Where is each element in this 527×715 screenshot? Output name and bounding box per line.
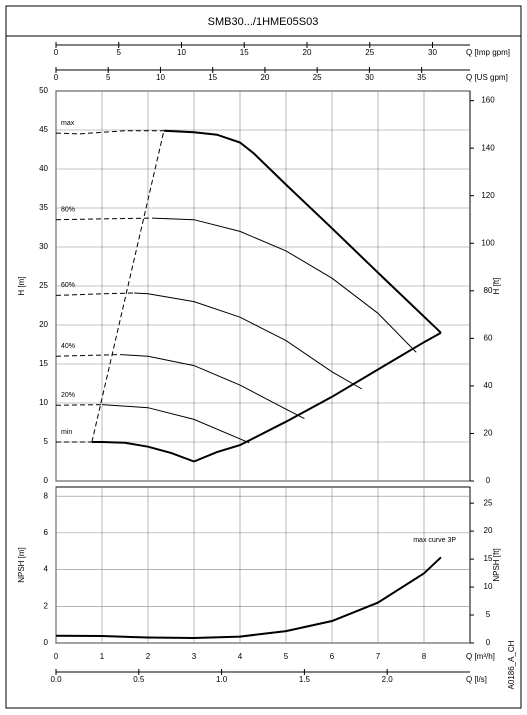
- y2-tick-label: 100: [481, 238, 495, 247]
- y2-tick-label: 0: [486, 638, 491, 647]
- curve: [55, 130, 165, 135]
- frame: [5, 5, 522, 709]
- y2-tick-label: 10: [484, 582, 493, 591]
- curve: [134, 292, 363, 390]
- curve-label: max curve 3P: [413, 537, 456, 544]
- curve: [164, 129, 442, 334]
- x-axis-label: Q [l/s]: [466, 675, 487, 684]
- x-tick-label: 0.5: [133, 675, 145, 684]
- y2-tick-label: 40: [484, 381, 493, 390]
- y2-tick-label: 20: [484, 429, 493, 438]
- x-tick-label: 7: [376, 652, 381, 661]
- y-tick-label: 6: [44, 528, 49, 537]
- curve: [55, 217, 153, 221]
- y-tick-label: 8: [44, 491, 49, 500]
- y-tick-label: 40: [39, 164, 48, 173]
- curve: [55, 556, 442, 640]
- x-tick-label: 1: [100, 652, 105, 661]
- y2-tick-label: 160: [481, 96, 495, 105]
- y-tick-label: 25: [39, 281, 48, 290]
- plot-frame: [55, 486, 471, 644]
- curve-label: 20%: [61, 392, 75, 399]
- x-tick-label: 25: [313, 73, 322, 82]
- x-tick-label: 1.0: [216, 675, 228, 684]
- x-tick-label: 0.0: [50, 675, 62, 684]
- curve: [55, 354, 121, 357]
- x-axis-label: Q [m³/h]: [466, 652, 495, 661]
- curve: [101, 404, 250, 444]
- y2-tick-label: 120: [481, 191, 495, 200]
- y-tick-label: 4: [44, 565, 49, 574]
- y-tick-label: 20: [39, 320, 48, 329]
- x-tick-label: 30: [428, 48, 437, 57]
- curve: [91, 441, 195, 463]
- y2-tick-label: 0: [486, 476, 491, 485]
- x-tick-label: 8: [422, 652, 427, 661]
- y2-tick-label: 80: [484, 286, 493, 295]
- x-tick-label: 20: [260, 73, 269, 82]
- curve: [91, 129, 165, 443]
- x-tick-label: 5: [117, 48, 122, 57]
- x-tick-label: 5: [284, 652, 289, 661]
- y-axis-label: H [m]: [17, 276, 26, 295]
- x-axis-label: Q [Imp gpm]: [466, 48, 510, 57]
- drawing-code: A0186_A_CH: [507, 640, 516, 689]
- curve: [55, 292, 135, 296]
- x-tick-label: 0: [54, 652, 59, 661]
- x-tick-label: 10: [156, 73, 165, 82]
- y2-tick-label: 25: [484, 498, 493, 507]
- x-tick-label: 5: [106, 73, 111, 82]
- y-tick-label: 5: [44, 437, 49, 446]
- x-tick-label: 0: [54, 73, 59, 82]
- y-tick-label: 15: [39, 359, 48, 368]
- y2-tick-label: 20: [484, 526, 493, 535]
- x-tick-label: 30: [365, 73, 374, 82]
- curve: [120, 354, 305, 420]
- y2-axis-label: H [ft]: [492, 278, 501, 295]
- y-tick-label: 45: [39, 125, 48, 134]
- y-tick-label: 0: [44, 638, 49, 647]
- curve-label: 40%: [61, 343, 75, 350]
- y2-axis-label: NPSH [ft]: [492, 548, 501, 581]
- curve: [152, 217, 417, 353]
- curve-label: max: [61, 120, 75, 127]
- x-tick-label: 20: [303, 48, 312, 57]
- x-tick-label: 6: [330, 652, 335, 661]
- y-tick-label: 30: [39, 242, 48, 251]
- x-tick-label: 4: [238, 652, 243, 661]
- x-tick-label: 35: [417, 73, 426, 82]
- x-tick-label: 15: [240, 48, 249, 57]
- curve: [55, 404, 103, 406]
- x-tick-label: 10: [177, 48, 186, 57]
- y2-tick-label: 140: [481, 143, 495, 152]
- y-tick-label: 0: [44, 476, 49, 485]
- x-tick-label: 2: [146, 652, 151, 661]
- y-tick-label: 2: [44, 601, 49, 610]
- curve-label: 60%: [61, 282, 75, 289]
- curve: [193, 331, 442, 463]
- x-tick-label: 2.0: [382, 675, 394, 684]
- x-tick-label: 0: [54, 48, 59, 57]
- title: SMB30.../1HME05S03: [208, 16, 319, 28]
- y-tick-label: 50: [39, 86, 48, 95]
- y2-tick-label: 15: [484, 554, 493, 563]
- curve-label: min: [61, 429, 72, 436]
- x-axis-label: Q [US gpm]: [466, 73, 508, 82]
- x-tick-label: 1.5: [299, 675, 311, 684]
- y-tick-label: 10: [39, 398, 48, 407]
- curve-label: 80%: [61, 207, 75, 214]
- x-tick-label: 3: [192, 652, 197, 661]
- x-tick-label: 25: [365, 48, 374, 57]
- y-tick-label: 35: [39, 203, 48, 212]
- y2-tick-label: 60: [484, 333, 493, 342]
- y-axis-label: NPSH [m]: [17, 547, 26, 583]
- y2-tick-label: 5: [486, 610, 491, 619]
- x-tick-label: 15: [208, 73, 217, 82]
